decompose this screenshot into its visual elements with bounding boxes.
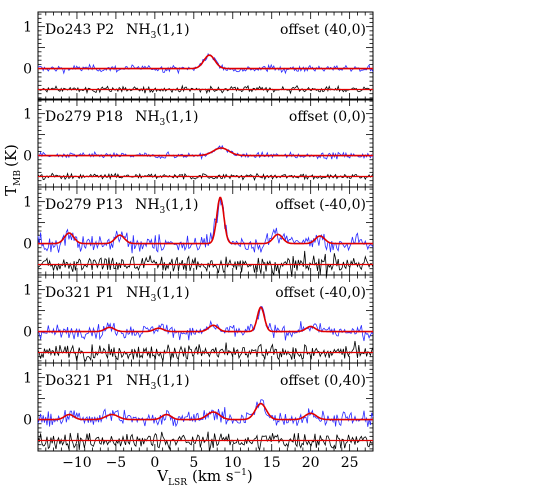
residual-spectrum [37,431,374,452]
y-tick-label: 0 [23,325,32,341]
y-axis-label: TMB (K) [2,144,23,196]
line-transition: (1,1) [165,109,198,125]
observed-spectrum [37,399,374,428]
line-name: NH [135,197,159,213]
x-axis-label-close: ) [247,467,253,485]
residual-spectrum [37,250,374,277]
line-name: NH [126,22,150,38]
line-subscript: 3 [151,294,157,304]
line-subscript: 3 [160,206,166,216]
fit-line [38,402,373,421]
y-tick-label: 0 [23,62,32,78]
spectrum-panel: 1 0 Do279 P13 NH3(1,1) offset (-40,0) [23,186,374,277]
y-tick-label: 0 [23,413,32,429]
residual-spectrum [37,340,374,363]
y-axis-label-unit: (K) [2,144,20,167]
y-tick-label: 1 [23,371,32,387]
panel-label: Do279 P13 NH3(1,1) [45,197,198,216]
x-tick-label: 25 [341,455,359,471]
panel-label: Do321 P1 NH3(1,1) [45,373,190,392]
x-axis-label-main: V [156,467,169,485]
y-tick-label: 0 [23,237,32,253]
x-axis-label-exp: −1 [234,468,247,478]
line-name: NH [126,285,150,301]
fit-line [38,147,373,157]
source-name: Do321 P1 [45,285,114,301]
x-tick-label: −5 [106,455,127,471]
fit-line [38,54,373,70]
observed-spectrum [37,305,374,342]
spectrum-panel: 1 0 Do279 P18 NH3(1,1) offset (0,0) [23,98,374,188]
spectrum-panel: 1 0 Do321 P1 NH3(1,1) offset (-40,0) [23,274,374,364]
spectrum-panel: 1 0 Do321 P1 NH3(1,1) offset (0,40) [23,362,374,452]
x-tick-label: 0 [150,455,159,471]
x-tick-label: −10 [62,455,92,471]
y-tick-label: 1 [23,107,32,123]
y-tick-label: 0 [23,149,32,165]
panel-label: Do279 P18 NH3(1,1) [45,109,198,128]
offset-label: offset (40,0) [280,22,366,38]
x-axis-label-sub: LSR [168,478,187,488]
x-tick-label: 10 [224,455,242,471]
source-name: Do321 P1 [45,373,114,389]
line-subscript: 3 [151,382,157,392]
y-tick-label: 1 [23,283,32,299]
offset-label: offset (-40,0) [275,285,366,301]
source-name: Do243 P2 [45,22,114,38]
x-axis-label: VLSR (km s−1) [156,467,253,488]
line-subscript: 3 [151,31,157,41]
panel-label: Do321 P1 NH3(1,1) [45,285,190,304]
source-name: Do279 P18 [45,109,123,125]
y-tick-label: 1 [23,195,32,211]
y-axis-label-sub: MB [13,170,23,186]
y-axis-label-main: T [2,186,20,196]
x-tick-label: 5 [189,455,198,471]
observed-spectrum [37,144,374,161]
line-transition: (1,1) [156,22,189,38]
y-tick-label: 1 [23,20,32,36]
line-transition: (1,1) [165,197,198,213]
line-subscript: 3 [160,118,166,128]
spectrum-panel: 1 0 Do243 P2 NH3(1,1) offset (40,0) [23,11,374,101]
fit-line [38,306,373,333]
source-name: Do279 P13 [45,197,123,213]
x-tick-label: 20 [302,455,320,471]
x-axis-label-unit: (km s [192,467,234,485]
observed-spectrum [37,52,374,75]
line-name: NH [135,109,159,125]
x-axis: −10 −5 0 5 10 15 20 25 [62,455,358,471]
line-transition: (1,1) [156,373,189,389]
residual-spectrum [37,172,374,182]
line-transition: (1,1) [156,285,189,301]
line-name: NH [126,373,150,389]
fit-line [38,196,373,245]
offset-label: offset (0,40) [280,373,366,389]
x-tick-label: 15 [263,455,281,471]
offset-label: offset (0,0) [289,109,366,125]
offset-label: offset (-40,0) [275,197,366,213]
panel-label: Do243 P2 NH3(1,1) [45,22,190,41]
